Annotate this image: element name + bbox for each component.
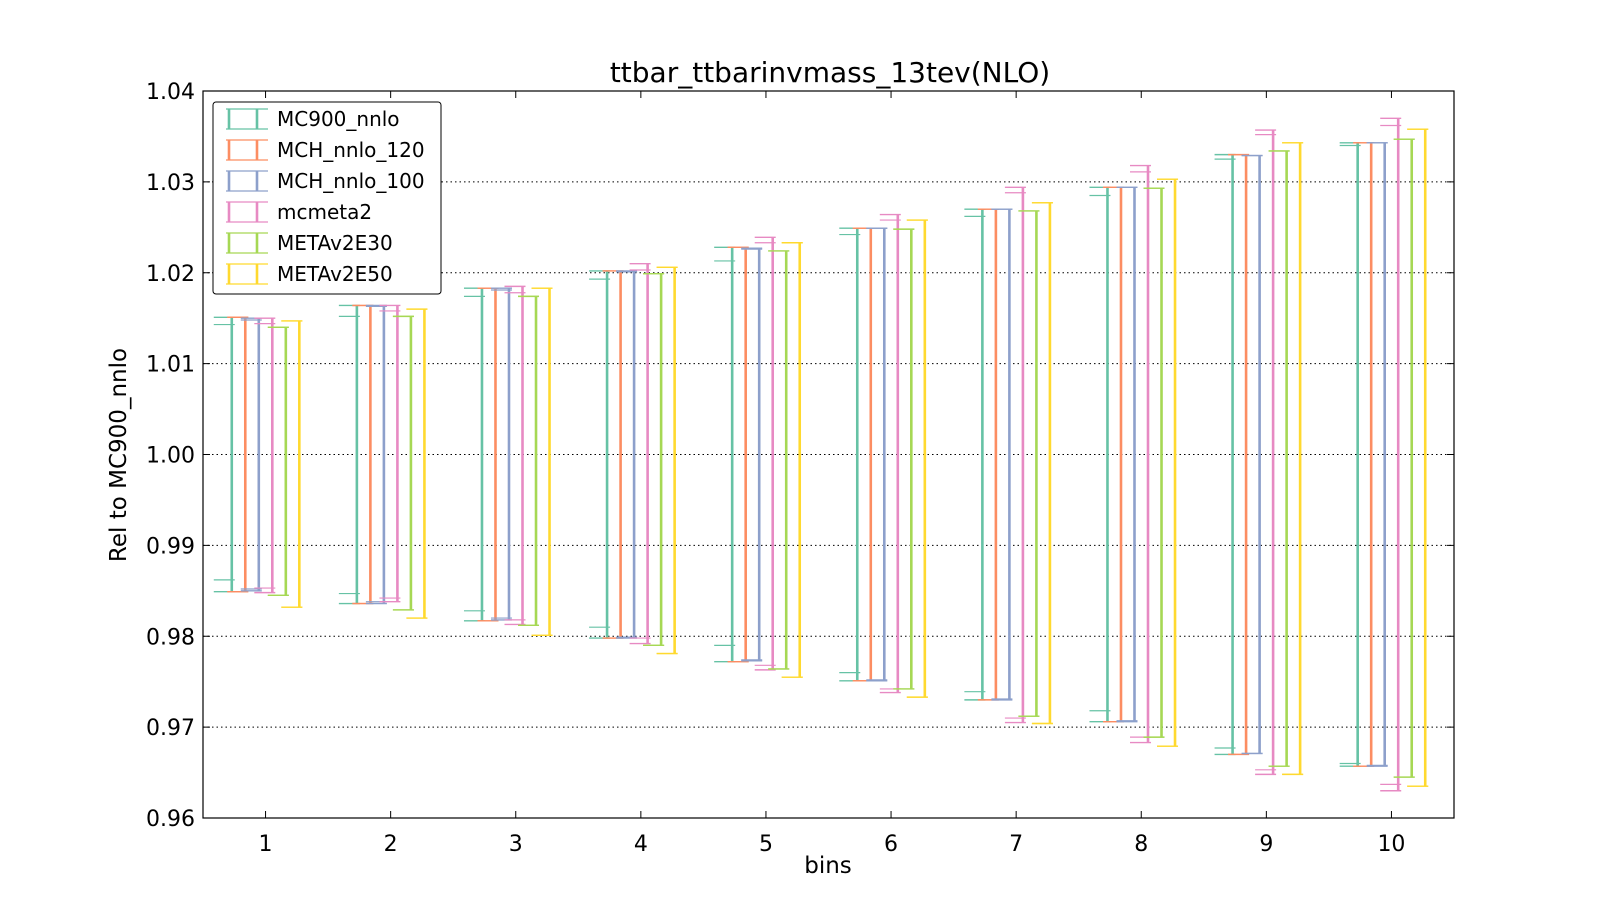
series-METAv2E50: [281, 128, 1429, 787]
y-tick-label: 1.00: [146, 444, 195, 469]
x-tick-label: 7: [1009, 832, 1023, 857]
y-tick-label: 1.04: [146, 80, 195, 105]
legend-label: METAv2E30: [277, 231, 393, 255]
x-tick-label: 1: [259, 832, 273, 857]
legend-entry-METAv2E30: METAv2E30: [226, 231, 393, 255]
legend-entry-MC900_nnlo: MC900_nnlo: [226, 107, 400, 131]
x-tick-label: 3: [509, 832, 523, 857]
legend-entry-MCH_nnlo_100: MCH_nnlo_100: [226, 169, 425, 193]
x-tick-label: 2: [384, 832, 398, 857]
x-tick-label: 6: [884, 832, 898, 857]
series-MC900_nnlo: [213, 142, 1361, 767]
series-MCH_nnlo_100: [240, 142, 1388, 767]
y-tick-label: 0.99: [146, 534, 195, 559]
x-axis-label: bins: [804, 853, 852, 879]
axis-ticks: 0.96 0.97 0.98 0.99 1.00 1.01 1.02 1.03 1.04 1 2 3 4…: [146, 80, 1454, 857]
legend-label: mcmeta2: [277, 200, 372, 224]
legend-label: MC900_nnlo: [277, 107, 400, 131]
legend-frame: [212, 101, 442, 295]
legend-entry-MCH_nnlo_120: MCH_nnlo_120: [226, 138, 425, 162]
chart-title: ttbar_ttbarinvmass_13tev(NLO): [610, 56, 1050, 89]
y-tick-label: 0.97: [146, 716, 195, 741]
x-tick-label: 10: [1377, 832, 1405, 857]
x-tick-label: 5: [759, 832, 773, 857]
x-tick-label: 8: [1134, 832, 1148, 857]
x-tick-label: 9: [1259, 832, 1273, 857]
legend-label: MCH_nnlo_120: [277, 138, 425, 162]
error-bars: [213, 117, 1429, 792]
legend: MC900_nnlo MCH_nnlo_120 MCH_nnlo_100mcmeta…: [212, 101, 442, 295]
y-tick-label: 1.01: [146, 353, 195, 378]
legend-label: METAv2E50: [277, 262, 393, 286]
y-tick-label: 1.03: [146, 171, 195, 196]
legend-entry-METAv2E50: METAv2E50: [226, 262, 393, 286]
y-tick-label: 0.96: [146, 807, 195, 832]
series-METAv2E30: [267, 138, 1415, 778]
legend-label: MCH_nnlo_100: [277, 169, 425, 193]
legend-entry-mcmeta2: mcmeta2: [226, 200, 372, 224]
x-tick-label: 4: [634, 832, 648, 857]
y-tick-label: 1.02: [146, 262, 195, 287]
y-axis-label: Rel to MC900_nnlo: [106, 348, 132, 562]
y-tick-label: 0.98: [146, 625, 195, 650]
series-MCH_nnlo_120: [227, 142, 1375, 767]
